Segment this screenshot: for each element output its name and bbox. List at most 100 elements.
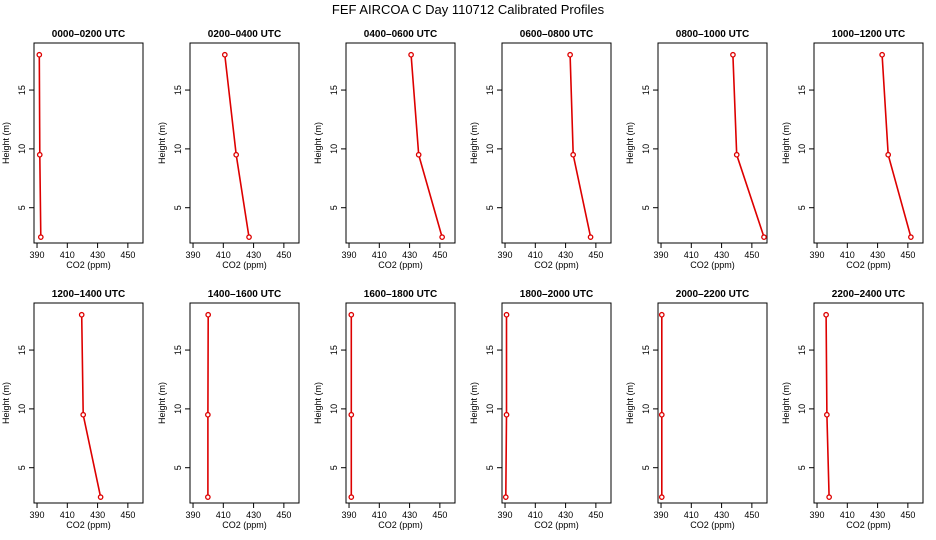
y-tick-label: 15 xyxy=(173,345,183,355)
profile-point xyxy=(205,494,211,500)
panel-frame xyxy=(33,42,144,244)
profile-point xyxy=(36,51,43,58)
y-tick-label: 15 xyxy=(797,345,807,355)
y-tick-label: 10 xyxy=(17,404,27,414)
y-tick-label: 5 xyxy=(485,465,495,470)
x-tick-label: 430 xyxy=(558,510,573,520)
x-tick-label: 390 xyxy=(498,510,513,520)
y-axis-label: Height (m) xyxy=(469,382,479,424)
y-tick-label: 5 xyxy=(641,465,651,470)
y-tick-label: 15 xyxy=(17,345,27,355)
x-tick-label: 390 xyxy=(654,250,669,260)
x-axis-label: CO2 (ppm) xyxy=(690,260,735,270)
panel: 2200–2400 UTC 390 410 430 450 CO2 (ppm) 5 10 15 H… xyxy=(781,289,924,530)
x-tick-label: 450 xyxy=(276,510,291,520)
profile-point xyxy=(205,311,212,318)
panel-title: 1600–1800 UTC xyxy=(364,289,437,300)
y-tick-label: 5 xyxy=(173,205,183,210)
y-tick-label: 5 xyxy=(329,205,339,210)
y-tick-label: 15 xyxy=(17,85,27,95)
panel: 1400–1600 UTC 390 410 430 450 CO2 (ppm) 5 10 15 H… xyxy=(157,289,300,530)
x-tick-label: 410 xyxy=(372,250,387,260)
y-tick-label: 10 xyxy=(485,144,495,154)
y-tick-label: 5 xyxy=(329,465,339,470)
x-tick-label: 450 xyxy=(276,250,291,260)
y-tick-label: 10 xyxy=(797,144,807,154)
profile-point xyxy=(570,151,577,158)
y-axis-label: Height (m) xyxy=(313,122,323,164)
x-tick-label: 410 xyxy=(840,510,855,520)
x-axis-label: CO2 (ppm) xyxy=(222,260,267,270)
y-axis-label: Height (m) xyxy=(781,382,791,424)
y-tick-label: 10 xyxy=(329,404,339,414)
y-tick-label: 5 xyxy=(173,465,183,470)
profile-point xyxy=(879,51,885,58)
panel: 1600–1800 UTC 390 410 430 450 CO2 (ppm) 5 10 15 H… xyxy=(313,289,456,530)
y-axis-label: Height (m) xyxy=(157,382,167,424)
y-axis-label: Height (m) xyxy=(1,382,11,424)
x-tick-label: 450 xyxy=(432,250,447,260)
panel-frame xyxy=(345,302,456,504)
panel: 0000–0200 UTC 390 410 430 450 CO2 (ppm) 5 10 15 H… xyxy=(1,29,144,270)
x-tick-label: 450 xyxy=(744,510,759,520)
x-tick-label: 430 xyxy=(714,510,729,520)
y-tick-label: 5 xyxy=(485,205,495,210)
y-tick-label: 5 xyxy=(17,205,27,210)
panel-title: 2000–2200 UTC xyxy=(676,289,749,300)
x-tick-label: 390 xyxy=(186,510,201,520)
panel-title: 1400–1600 UTC xyxy=(208,289,281,300)
profile-point xyxy=(824,411,830,418)
panel: 0400–0600 UTC 390 410 430 450 CO2 (ppm) 5 10 15 H… xyxy=(313,29,456,270)
x-tick-label: 430 xyxy=(558,250,573,260)
profile-point xyxy=(761,234,767,240)
profile-point xyxy=(908,234,914,240)
x-axis-label: CO2 (ppm) xyxy=(846,260,891,270)
x-tick-label: 410 xyxy=(840,250,855,260)
y-tick-label: 15 xyxy=(329,345,339,355)
x-tick-label: 450 xyxy=(120,250,135,260)
profile-point xyxy=(826,494,832,500)
x-axis-label: CO2 (ppm) xyxy=(66,520,111,530)
x-tick-label: 450 xyxy=(588,250,603,260)
x-tick-label: 450 xyxy=(120,510,135,520)
profile-point xyxy=(567,51,573,58)
x-tick-label: 410 xyxy=(372,510,387,520)
x-axis-label: CO2 (ppm) xyxy=(690,520,735,530)
x-axis-label: CO2 (ppm) xyxy=(378,260,423,270)
panel: 1800–2000 UTC 390 410 430 450 CO2 (ppm) 5 10 15 H… xyxy=(469,289,612,530)
profile-point xyxy=(348,311,355,318)
y-tick-label: 10 xyxy=(173,404,183,414)
panel-frame xyxy=(501,302,612,504)
x-tick-label: 430 xyxy=(90,250,105,260)
panel-frame xyxy=(657,302,768,504)
x-tick-label: 410 xyxy=(216,250,231,260)
x-tick-label: 450 xyxy=(900,510,915,520)
x-tick-label: 450 xyxy=(900,250,915,260)
x-tick-label: 430 xyxy=(714,250,729,260)
profile-point xyxy=(730,51,736,58)
profile-point xyxy=(205,411,211,418)
y-tick-label: 10 xyxy=(173,144,183,154)
panel-frame xyxy=(657,42,768,244)
profile-point xyxy=(439,234,445,240)
y-tick-label: 10 xyxy=(641,144,651,154)
profile-point xyxy=(823,311,829,318)
panel-title: 1000–1200 UTC xyxy=(832,29,905,40)
y-axis-label: Height (m) xyxy=(781,122,791,164)
y-tick-label: 10 xyxy=(485,404,495,414)
y-axis-label: Height (m) xyxy=(157,122,167,164)
profile-point xyxy=(658,411,665,418)
x-tick-label: 450 xyxy=(588,510,603,520)
panel-title: 0000–0200 UTC xyxy=(52,29,125,40)
y-axis-label: Height (m) xyxy=(469,122,479,164)
profile-line xyxy=(505,314,508,498)
profile-point xyxy=(885,151,892,158)
x-axis-label: CO2 (ppm) xyxy=(846,520,891,530)
panel: 0800–1000 UTC 390 410 430 450 CO2 (ppm) 5 10 15 H… xyxy=(625,29,768,270)
x-tick-label: 450 xyxy=(744,250,759,260)
x-tick-label: 430 xyxy=(246,250,261,260)
x-tick-label: 410 xyxy=(60,250,75,260)
panel-title: 1200–1400 UTC xyxy=(52,289,125,300)
panel-title: 1800–2000 UTC xyxy=(520,289,593,300)
